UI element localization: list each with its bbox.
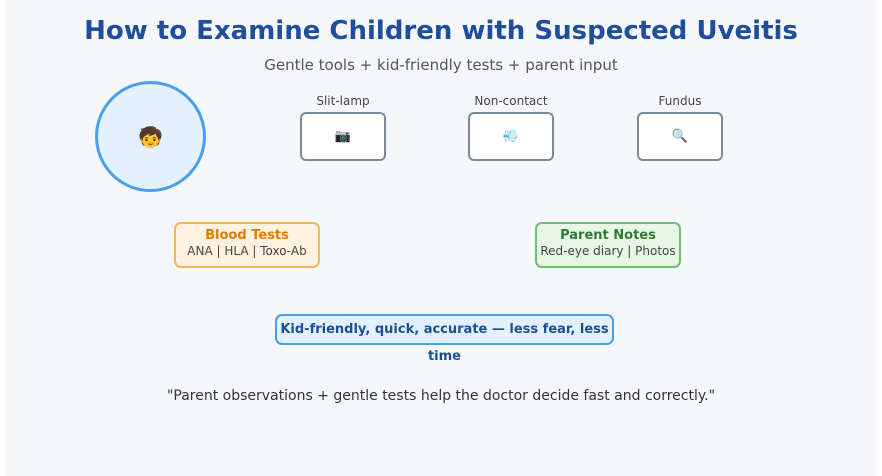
subtitle: Gentle tools + kid-friendly tests + pare… [264, 56, 618, 74]
tool-box: 🔍 [637, 112, 723, 161]
card: Blood Tests ANA | HLA | Toxo-Ab [174, 222, 320, 268]
tool-icon: 📷 [334, 129, 352, 144]
card-title: Parent Notes [560, 228, 656, 243]
tool-box: 📷 [300, 112, 386, 161]
child-icon: 🧒 [138, 124, 163, 149]
canvas [5, 0, 877, 476]
quote: "Parent observations + gentle tests help… [166, 388, 716, 404]
tool-label: Fundus [658, 94, 702, 108]
card-text: Red-eye diary | Photos [540, 244, 676, 258]
tool-icon: 🔍 [671, 129, 689, 144]
child-circle: 🧒 [95, 81, 206, 192]
card: Parent Notes Red-eye diary | Photos [535, 222, 681, 268]
tool-label: Non-contact [474, 94, 548, 108]
card-text: ANA | HLA | Toxo-Ab [187, 244, 307, 258]
tool-label: Slit-lamp [316, 94, 370, 108]
tool-box: 💨 [468, 112, 554, 161]
banner: Kid-friendly, quick, accurate — less fea… [275, 314, 614, 364]
card-title: Blood Tests [205, 228, 289, 243]
tool-icon: 💨 [502, 129, 520, 144]
title: How to Examine Children with Suspected U… [84, 16, 798, 46]
